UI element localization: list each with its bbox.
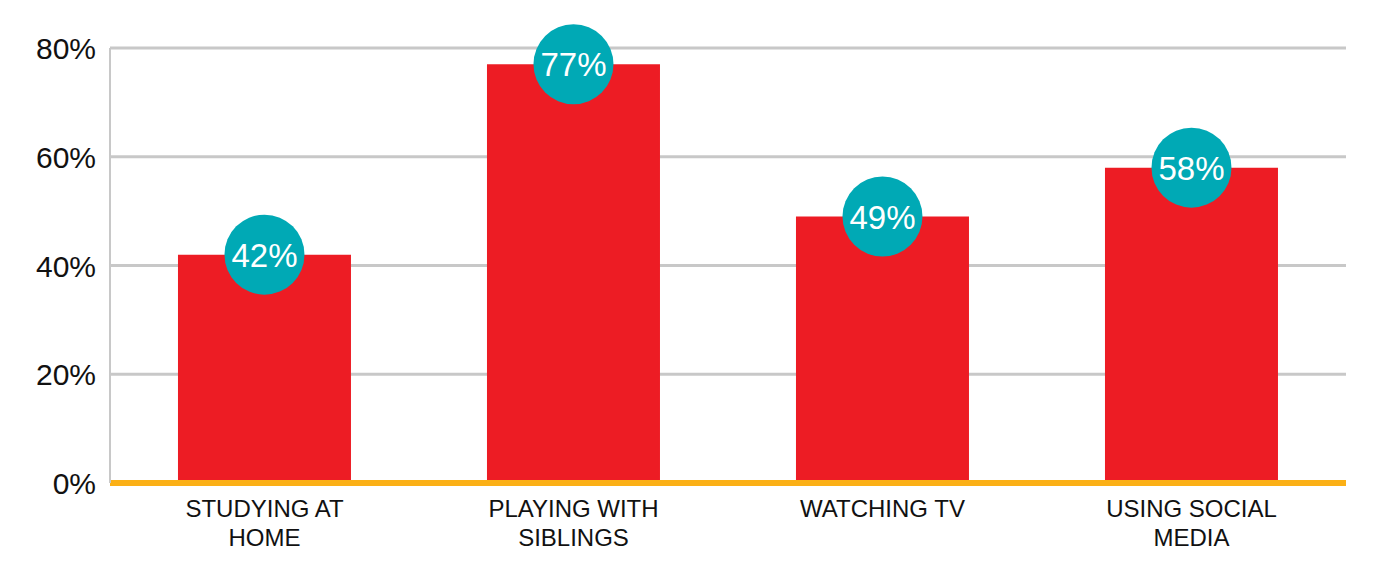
svg-text:STUDYING ATHOME: STUDYING ATHOME xyxy=(185,495,344,551)
svg-text:58%: 58% xyxy=(1158,150,1224,187)
svg-text:PLAYING WITHSIBLINGS: PLAYING WITHSIBLINGS xyxy=(488,495,658,551)
svg-text:0%: 0% xyxy=(53,467,96,500)
svg-text:42%: 42% xyxy=(231,237,297,274)
svg-text:80%: 80% xyxy=(36,32,96,65)
svg-text:40%: 40% xyxy=(36,250,96,283)
svg-text:WATCHING TV: WATCHING TV xyxy=(800,495,965,522)
svg-text:20%: 20% xyxy=(36,358,96,391)
svg-text:77%: 77% xyxy=(540,46,606,83)
svg-text:60%: 60% xyxy=(36,141,96,174)
svg-text:49%: 49% xyxy=(849,199,915,236)
svg-text:USING SOCIALMEDIA: USING SOCIALMEDIA xyxy=(1106,495,1277,551)
